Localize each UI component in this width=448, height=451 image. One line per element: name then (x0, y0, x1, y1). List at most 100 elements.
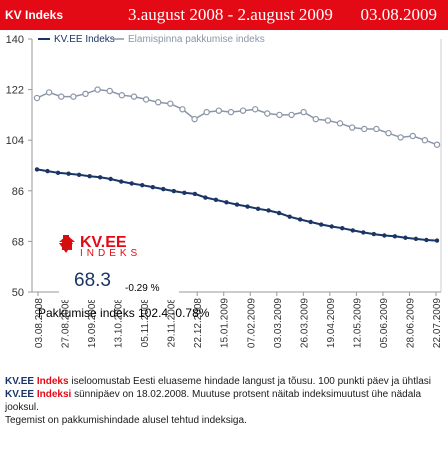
data-point (287, 214, 292, 219)
data-point (239, 107, 247, 114)
data-point (76, 172, 82, 177)
data-point (82, 90, 89, 98)
footer-paragraph-2: Tegemist on pakkumishindade alusel tehtu… (5, 415, 247, 426)
data-point (227, 108, 235, 116)
data-point (276, 111, 283, 119)
data-point (288, 111, 295, 119)
x-tick-label: 03.03.2009 (273, 298, 284, 348)
footer-text-2: sünnipäev on 18.02.2008. Muutuse protsen… (5, 389, 422, 413)
data-point (213, 197, 219, 202)
data-point (403, 235, 408, 240)
data-point (413, 236, 419, 242)
data-point (182, 190, 187, 195)
legend-label: Elamispinna pakkumise indeks (128, 34, 265, 45)
data-point (130, 93, 138, 100)
down-arrow-icon (59, 235, 73, 253)
x-tick-label: 22.07.2009 (432, 298, 443, 348)
data-point (434, 238, 440, 243)
data-point (421, 136, 429, 144)
logo-subtitle: INDEKS (80, 248, 142, 259)
data-point (392, 234, 398, 239)
data-point (361, 230, 366, 235)
data-point (33, 94, 41, 102)
footer-brand-1: KV.EE (5, 376, 35, 387)
data-point (382, 233, 387, 238)
data-point (140, 182, 145, 188)
x-tick-label: 28.06.2009 (405, 298, 416, 348)
data-point (348, 124, 356, 131)
legend-label: KV.EE Indeks (54, 34, 115, 45)
data-point (264, 110, 271, 117)
data-point (87, 173, 92, 179)
x-tick-label: 22.12.2008 (193, 298, 204, 348)
x-tick-label: 26.03.2009 (299, 298, 310, 348)
data-point (171, 188, 177, 194)
x-tick-label: 15.01.2009 (220, 298, 231, 348)
data-point (371, 231, 377, 237)
y-tick-label: 122 (6, 85, 24, 97)
data-point (106, 87, 113, 95)
footer-brand-2-red: Indeksi (36, 389, 72, 400)
data-point (118, 92, 126, 99)
footer-text-1: iseloomustab Eesti eluaseme hindade lang… (68, 376, 432, 387)
data-point (255, 206, 261, 211)
kv-logo-box: KV.EE INDEKS 68.3 -0.29 % (59, 234, 179, 300)
y-tick-label: 86 (12, 186, 24, 198)
data-point (397, 134, 404, 141)
x-tick-label: 05.11.2008 (140, 298, 151, 348)
data-point (45, 168, 50, 174)
data-point (97, 175, 103, 180)
data-point (224, 200, 229, 205)
x-tick-label: 29.11.2008 (167, 298, 178, 348)
data-point (129, 181, 134, 186)
x-tick-label: 07.02.2009 (246, 298, 257, 348)
data-point (203, 195, 208, 200)
data-point (119, 179, 124, 184)
pakkumise-indeks-note: Pakkumise indeks 102.4 -0.78% (38, 306, 210, 320)
data-point (234, 202, 240, 207)
data-point (179, 106, 186, 113)
data-point (215, 107, 223, 114)
x-tick-label: 03.08.2008 (34, 298, 45, 348)
data-point (142, 96, 150, 103)
y-tick-label: 50 (12, 287, 24, 299)
data-point (191, 115, 198, 123)
header-title: KV Indeks (5, 8, 64, 22)
header-bar: KV Indeks 3.august 2008 - 2.august 2009 … (0, 0, 448, 30)
logo-brand: KV.EE (80, 234, 127, 251)
data-point (70, 93, 77, 100)
footer-brand-2: KV.EE (5, 389, 35, 400)
data-point (161, 186, 166, 192)
data-point (203, 108, 210, 116)
footer-description: KV.EE Indeks iseloomustab Eesti eluaseme… (5, 375, 443, 427)
data-point (55, 170, 61, 176)
data-point (266, 208, 271, 213)
data-point (350, 228, 355, 233)
y-tick-label: 140 (6, 34, 24, 46)
data-point (297, 217, 303, 222)
data-point (329, 224, 334, 229)
data-point (324, 117, 332, 124)
header-current-date: 03.08.2009 (360, 5, 438, 24)
x-tick-label: 05.06.2009 (379, 298, 390, 348)
footer-paragraph-1: KV.EE Indeks iseloomustab Eesti eluaseme… (5, 375, 443, 414)
data-point (34, 167, 40, 172)
x-tick-label: 19.09.2008 (87, 298, 98, 348)
data-point (108, 176, 113, 182)
data-point (433, 141, 441, 148)
header-date-range: 3.august 2008 - 2.august 2009 (128, 5, 333, 24)
data-point (155, 99, 162, 106)
index-change: -0.29 % (125, 283, 160, 294)
footer-brand-1-red: Indeks (36, 376, 69, 387)
data-point (424, 237, 429, 243)
data-point (300, 108, 307, 116)
y-tick-label: 68 (12, 236, 24, 248)
data-point (167, 100, 174, 107)
data-point (336, 120, 344, 127)
x-tick-label: 19.04.2009 (326, 298, 337, 348)
data-point (319, 222, 324, 227)
data-point (66, 171, 71, 176)
data-point (251, 106, 259, 113)
data-point (192, 191, 198, 197)
